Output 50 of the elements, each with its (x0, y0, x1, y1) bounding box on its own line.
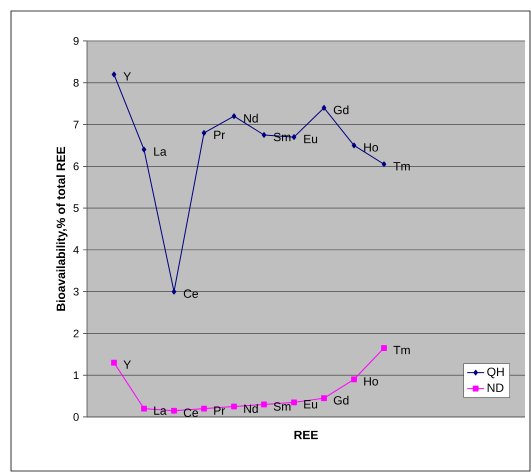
y-tick-label: 3 (73, 288, 79, 296)
point (141, 406, 147, 412)
point (351, 376, 357, 382)
point (201, 406, 207, 412)
point (111, 360, 117, 366)
point (291, 399, 297, 406)
y-tick-label: 6 (74, 162, 79, 170)
point (202, 130, 206, 136)
legend-label: QH (487, 368, 504, 378)
y-tick-label: 2 (74, 330, 79, 338)
data-label: Eu (304, 134, 318, 144)
data-label: Nd (244, 114, 258, 123)
y-tick-label: 8 (74, 78, 79, 87)
data-label: La (154, 147, 167, 156)
y-tick-label: 9 (74, 37, 79, 45)
y-axis-title: Bioavailability,% of total REE (56, 146, 68, 311)
data-label: Gd (334, 396, 348, 405)
point (231, 404, 237, 410)
point (232, 113, 236, 120)
point (381, 345, 387, 351)
y-tick-label: 4 (73, 246, 79, 254)
point (261, 402, 267, 408)
y-tick-label: 5 (73, 204, 79, 212)
y-tick-label: 7 (74, 120, 79, 128)
legend-label: ND (488, 384, 504, 392)
data-label: Y (123, 360, 131, 369)
point (112, 72, 116, 78)
data-label: Eu (304, 400, 318, 409)
y-tick-label: 1 (74, 371, 79, 379)
point (352, 142, 356, 148)
point (292, 134, 296, 140)
data-label: Ce (184, 408, 198, 417)
data-label: Pr (214, 406, 226, 415)
point (382, 161, 386, 168)
data-label: Nd (244, 404, 258, 413)
data-label: Tm (393, 346, 410, 354)
x-axis-title: REE (294, 430, 318, 440)
data-label: Y (123, 72, 131, 81)
point (321, 395, 327, 402)
point (142, 146, 146, 152)
data-label: Ho (364, 377, 378, 386)
data-label: Sm (274, 402, 290, 411)
point (262, 132, 266, 138)
point (172, 288, 176, 295)
data-label: Ho (364, 143, 378, 152)
data-label: Gd (334, 105, 348, 114)
point (322, 104, 326, 111)
data-label: Pr (214, 130, 226, 140)
y-tick-label: 0 (73, 413, 79, 421)
point (171, 408, 177, 414)
